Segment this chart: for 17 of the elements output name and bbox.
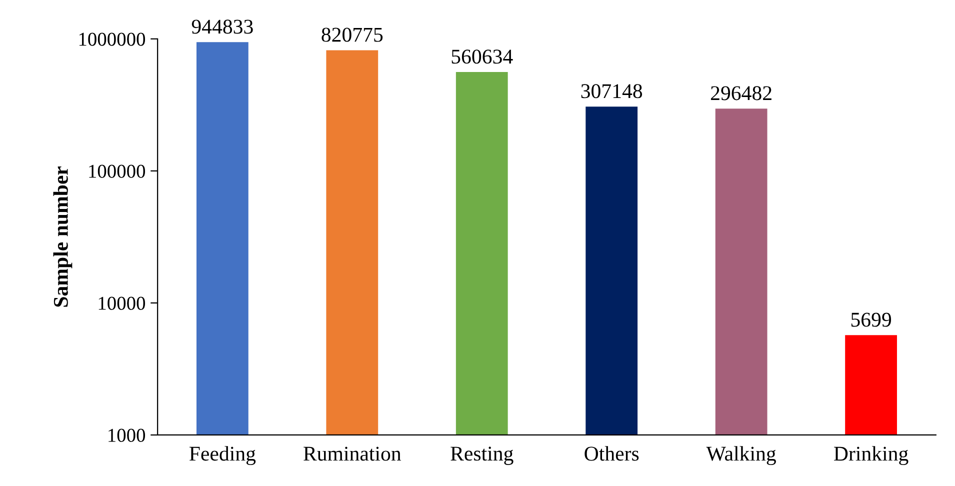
- x-tick-label: Feeding: [189, 446, 256, 466]
- x-tick-label: Rumination: [304, 446, 402, 461]
- y-tick-label: 100000: [89, 164, 146, 178]
- data-label: 296482: [710, 86, 772, 100]
- x-tick-label: Drinking: [834, 446, 908, 466]
- y-tick-label: 1000: [108, 428, 146, 442]
- data-label: 5699: [851, 312, 892, 327]
- x-tick-label: Resting: [450, 446, 514, 465]
- y-tick-label: 1000000: [79, 32, 146, 46]
- x-tick-label: Walking: [706, 446, 776, 466]
- data-label: 944833: [192, 20, 253, 34]
- x-tick-label: Others: [584, 446, 639, 461]
- data-label: 560634: [452, 50, 513, 64]
- y-tick-label: 10000: [98, 296, 146, 310]
- data-label: 307148: [581, 84, 642, 98]
- y-axis-title: Sample number: [53, 166, 72, 307]
- data-label: 820775: [322, 28, 383, 42]
